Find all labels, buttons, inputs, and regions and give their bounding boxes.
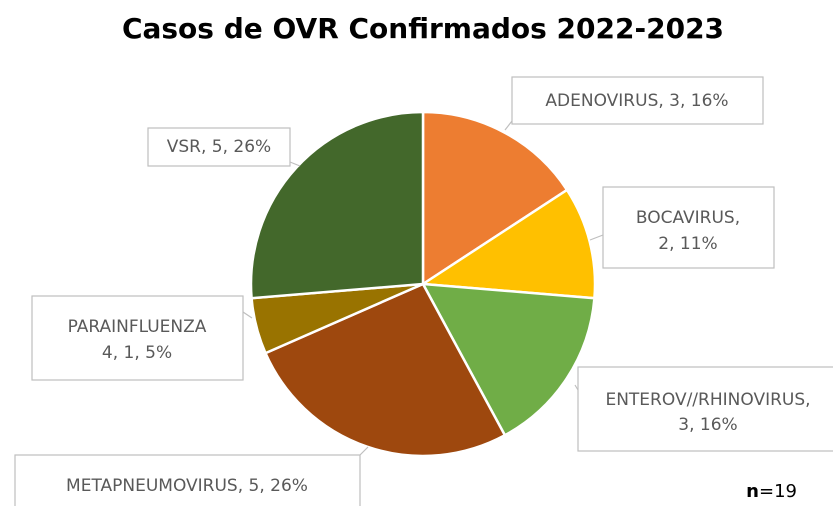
data-label: 2, 11% bbox=[658, 234, 717, 254]
label-box bbox=[577, 366, 833, 452]
chart-title: Casos de OVR Confirmados 2022-2023 bbox=[122, 12, 724, 45]
leader-line bbox=[289, 161, 301, 167]
leader-line bbox=[359, 446, 369, 456]
leader-line bbox=[589, 234, 604, 241]
label-box bbox=[31, 295, 244, 381]
note-bold: n bbox=[746, 481, 759, 502]
data-label: VSR, 5, 26% bbox=[167, 137, 271, 157]
leader-line bbox=[242, 311, 253, 319]
data-label: BOCAVIRUS, bbox=[636, 208, 740, 228]
label-box bbox=[14, 454, 361, 506]
pie-slice bbox=[249, 110, 425, 300]
pie-slice bbox=[420, 282, 596, 437]
label-box bbox=[147, 127, 291, 167]
data-label: 4, 1, 5% bbox=[102, 343, 172, 363]
label-box bbox=[602, 186, 775, 269]
data-label: PARAINFLUENZA bbox=[68, 317, 207, 337]
pie-slice bbox=[419, 188, 597, 300]
data-label: ENTEROV//RHINOVIRUS, bbox=[605, 390, 810, 410]
note: n=19 bbox=[746, 481, 797, 502]
data-label: ADENOVIRUS, 3, 16% bbox=[545, 91, 728, 111]
leader-line bbox=[504, 120, 513, 131]
data-label: METAPNEUMOVIRUS, 5, 26% bbox=[66, 476, 308, 496]
label-box bbox=[511, 76, 764, 125]
data-label: 3, 16% bbox=[678, 415, 737, 435]
note-text: =19 bbox=[759, 481, 797, 502]
pie-slice bbox=[421, 110, 569, 287]
